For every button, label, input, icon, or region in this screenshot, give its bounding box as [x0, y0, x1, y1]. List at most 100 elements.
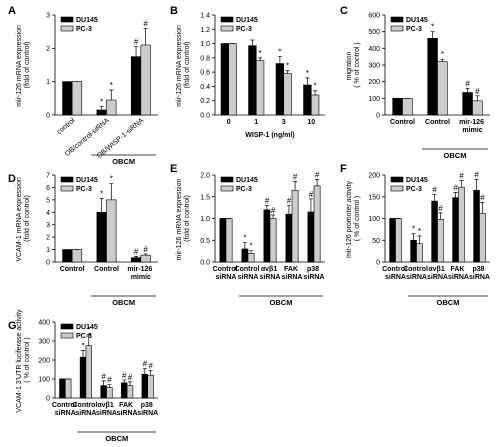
significance-mark: #: [465, 79, 470, 88]
bar: [147, 374, 154, 399]
legend-label: DU145: [76, 177, 98, 184]
bar: [275, 63, 285, 116]
y-tick-label: 200: [38, 358, 50, 365]
x-tick-label: Control: [94, 266, 119, 273]
bar: [106, 387, 113, 399]
x-tick-label: Control: [425, 119, 450, 126]
y-tick-label: 1.0: [200, 41, 210, 48]
error-bar: [453, 192, 458, 198]
y-tick-label: 0.0: [200, 113, 210, 120]
legend-swatch: [60, 332, 74, 339]
text-line: VCAM-1 mRNA expression: [16, 175, 23, 261]
legend-label: PC-3: [406, 26, 422, 33]
error-bar: [249, 250, 254, 254]
bar: [219, 218, 227, 263]
y-axis-label: migration ( % of control ): [346, 42, 361, 88]
significance-mark: #: [475, 87, 480, 96]
y-tick-label: 6: [46, 185, 50, 192]
error-bar: [440, 58, 445, 62]
bar: [130, 257, 142, 263]
text-line: siRNA: [427, 274, 448, 281]
significance-mark: #: [287, 196, 292, 205]
panel-label: F: [340, 163, 347, 175]
x-tick-label: αvβ1 siRNA: [96, 402, 117, 417]
error-bar: [277, 56, 282, 64]
y-tick-label: 1: [46, 79, 50, 86]
bar: [389, 218, 396, 263]
error-bar: [258, 57, 263, 61]
group-label: OBCM: [105, 434, 128, 443]
error-bar: [286, 205, 291, 215]
error-bar: [411, 233, 416, 241]
x-tick-label: mir-126 mimic: [127, 266, 154, 281]
error-bar: [480, 202, 485, 214]
legend-label: DU145: [76, 324, 98, 331]
text-line: siRNA: [406, 274, 427, 281]
error-bar: [107, 384, 112, 388]
x-tick-label: 10: [307, 119, 315, 126]
bar: [427, 38, 438, 116]
y-tick-label: 100: [38, 377, 50, 384]
error-bar: [313, 90, 318, 95]
legend-label: DU145: [236, 177, 258, 184]
error-bar: [308, 198, 313, 212]
text-line: siRNA: [259, 274, 280, 281]
bar: [437, 61, 448, 116]
error-bar: [250, 39, 255, 46]
significance-mark: #: [293, 173, 298, 182]
bar: [106, 99, 117, 116]
text-line: αvβ1: [428, 266, 446, 273]
error-bar: [417, 235, 422, 244]
significance-mark: *: [110, 175, 113, 184]
text-line: siRNA: [96, 410, 117, 417]
bar: [269, 218, 277, 263]
y-tick-label: 4: [46, 210, 50, 217]
y-tick-label: 1.5: [200, 194, 210, 201]
legend-swatch: [390, 176, 404, 183]
error-bar: [81, 350, 86, 358]
y-tick-label: 2.0: [200, 173, 210, 180]
significance-mark: #: [143, 19, 148, 28]
significance-mark: #: [432, 186, 437, 195]
error-bar: [142, 368, 147, 375]
y-axis-label: mir-126 mRNA expression (fold of control…: [176, 23, 191, 107]
group-label: OBCM: [112, 157, 135, 166]
legend-swatch: [220, 176, 234, 183]
y-tick-label: 0: [376, 113, 380, 120]
y-tick-label: 500: [368, 29, 380, 36]
x-tick-label: p38 siRNA: [137, 402, 158, 417]
y-tick-label: 100: [368, 96, 380, 103]
bar: [79, 356, 87, 399]
bar: [96, 211, 107, 263]
bar: [228, 43, 237, 116]
y-tick-label: 3: [46, 222, 50, 229]
y-tick-label: 0.8: [200, 55, 210, 62]
text-line: Control: [403, 266, 430, 273]
text-line: mir-126 promoter activity: [346, 179, 353, 258]
x-tick-label: αvβ1 siRNA: [427, 266, 448, 281]
bar: [462, 92, 473, 116]
bar: [248, 45, 257, 116]
significance-mark: #: [134, 247, 139, 256]
bar: [310, 94, 320, 116]
y-tick-label: 300: [38, 339, 50, 346]
legend-swatch: [220, 185, 234, 192]
significance-mark: *: [441, 50, 444, 59]
bar: [62, 81, 73, 116]
significance-mark: *: [250, 242, 253, 251]
text-line: Control: [213, 266, 240, 273]
text-line: siRNA: [75, 410, 96, 417]
y-axis-label: VCAM-1 mRNA expression (fold of control): [16, 175, 31, 261]
error-bar: [285, 70, 290, 74]
significance-mark: #: [480, 193, 485, 202]
error-bar: [122, 379, 127, 383]
text-line: mir-126 mRNA expression: [176, 23, 183, 107]
significance-mark: *: [110, 81, 113, 90]
significance-mark: #: [474, 170, 479, 179]
bar: [255, 60, 265, 116]
significance-mark: #: [438, 204, 443, 213]
bar: [402, 98, 413, 116]
significance-mark: #: [309, 190, 314, 199]
y-tick-label: 1: [46, 247, 50, 254]
bar: [220, 43, 230, 116]
